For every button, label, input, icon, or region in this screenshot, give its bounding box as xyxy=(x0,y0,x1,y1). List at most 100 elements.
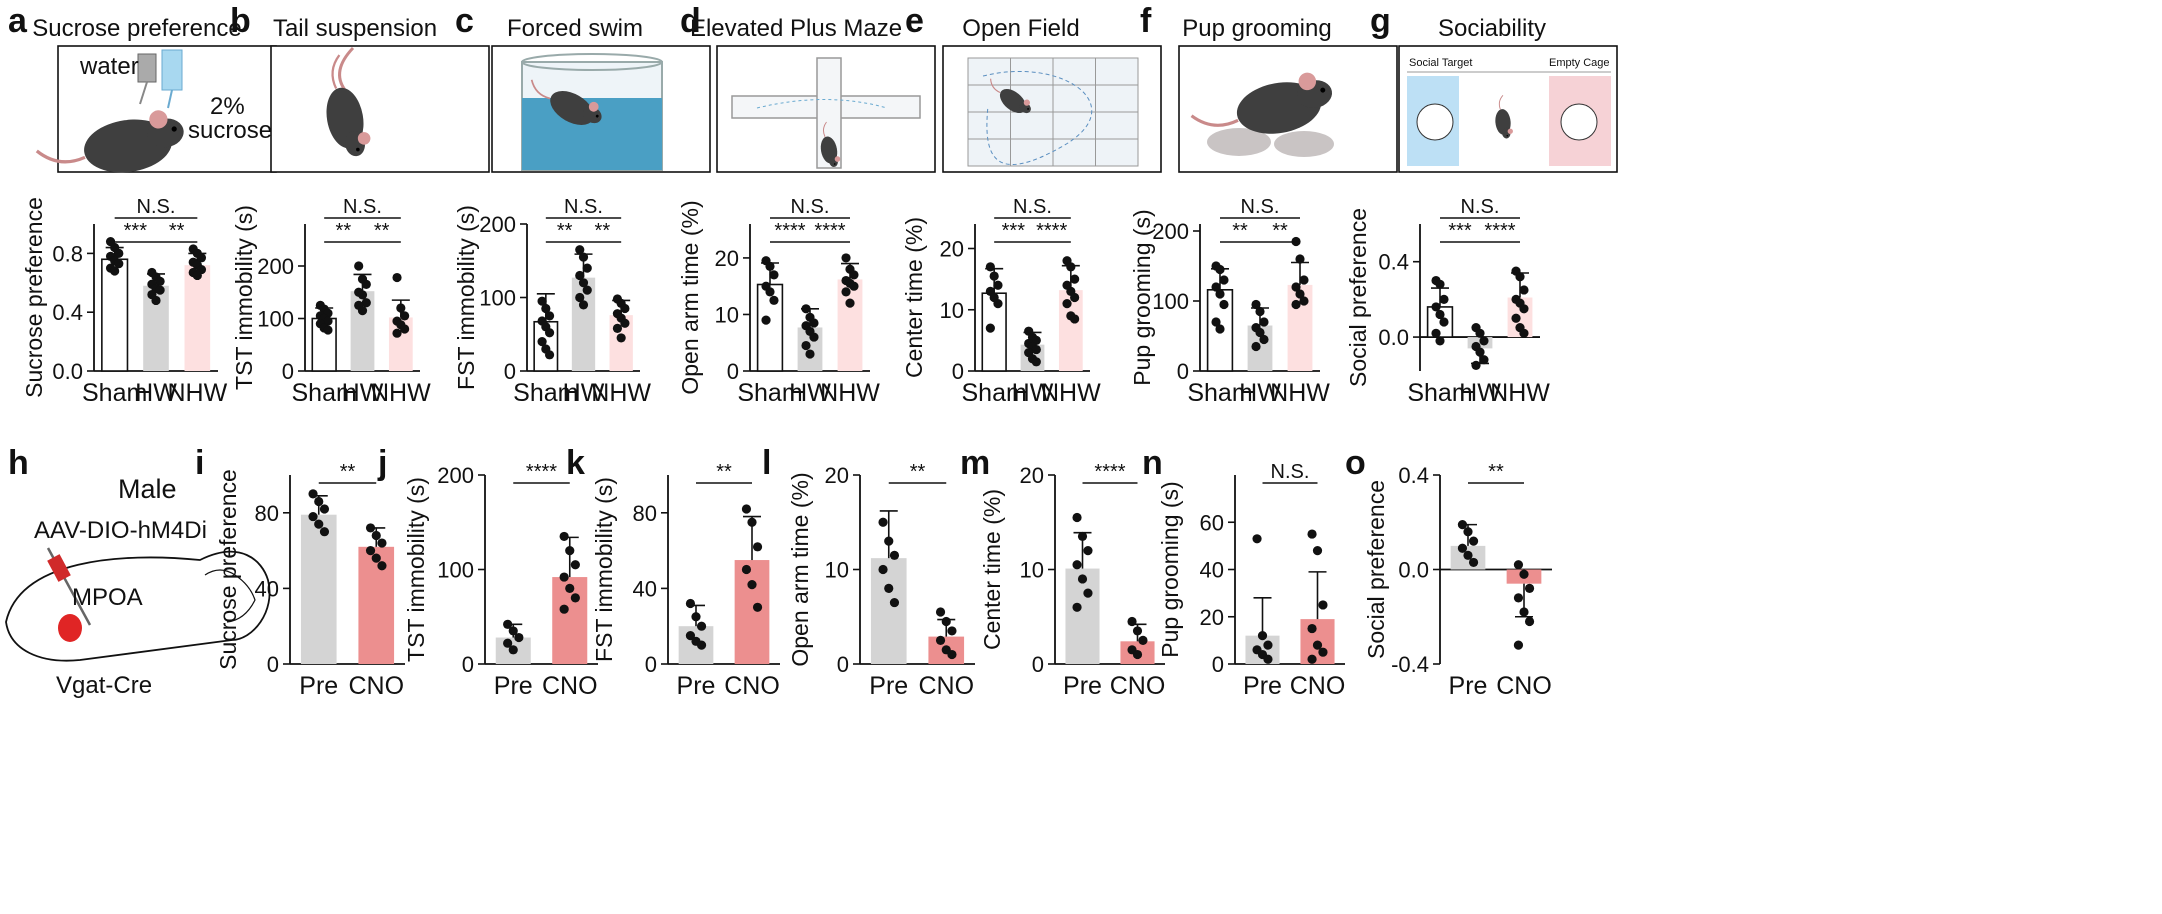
data-point xyxy=(570,560,580,570)
y-tick-label: 0.0 xyxy=(52,359,83,384)
significance-label: *** xyxy=(1448,220,1472,242)
data-point xyxy=(884,536,894,546)
tail-suspension-mouse-icon xyxy=(270,45,490,173)
pup-icon xyxy=(1207,128,1271,156)
data-point xyxy=(1524,583,1535,594)
y-tick-label: 0 xyxy=(267,652,279,677)
data-point xyxy=(1513,560,1524,570)
mouse-ear xyxy=(1298,72,1317,91)
track-icon xyxy=(756,99,888,109)
three-chamber-icon: Social Target Empty Cage xyxy=(1398,45,1618,173)
data-point xyxy=(765,287,775,297)
significance-label: ** xyxy=(340,461,356,483)
panel-title: Tail suspension xyxy=(273,15,437,42)
data-point xyxy=(889,597,900,608)
data-point xyxy=(365,546,376,556)
x-tick-label: NHW xyxy=(167,379,227,407)
data-point xyxy=(1263,654,1273,664)
significance-label: ** xyxy=(1272,220,1288,242)
data-point xyxy=(935,607,946,617)
y-tick-label: 0 xyxy=(727,359,739,384)
x-tick-label: Sham xyxy=(513,379,578,407)
chart-j: j 0 100 200 TST immobility (s) Pre CNO **** xyxy=(377,444,598,700)
data-point xyxy=(1511,313,1521,323)
mouse-eye xyxy=(1027,108,1029,110)
data-point xyxy=(1070,292,1080,303)
y-tick-label: 0 xyxy=(504,359,516,384)
y-tick-label: 100 xyxy=(257,307,294,332)
data-point xyxy=(989,271,999,281)
mouse-icon xyxy=(326,54,371,157)
data-point xyxy=(1468,557,1479,568)
data-point xyxy=(761,315,771,325)
illustration-label: sucrose xyxy=(188,117,272,144)
data-point xyxy=(544,350,555,360)
mouse-eye xyxy=(1320,87,1326,93)
data-point xyxy=(514,632,524,643)
mouse-eye xyxy=(595,114,599,118)
panel-c: c Forced swim xyxy=(455,2,711,173)
data-point xyxy=(1132,649,1143,660)
data-point xyxy=(1519,328,1529,338)
bar-pre xyxy=(1245,635,1280,664)
data-point xyxy=(985,323,995,333)
data-point xyxy=(308,511,318,522)
data-point xyxy=(1127,616,1137,627)
data-point xyxy=(841,287,851,297)
mouse-ear xyxy=(357,132,371,145)
y-axis-label: Sucrose preference xyxy=(21,197,47,398)
y-axis-label: Sucrose preference xyxy=(215,469,241,670)
data-point xyxy=(1457,520,1468,530)
data-point xyxy=(1475,328,1485,338)
data-point xyxy=(1307,654,1317,664)
data-point xyxy=(578,300,589,310)
y-axis-label: Pup grooming (s) xyxy=(1157,481,1183,657)
data-point xyxy=(1259,317,1269,327)
data-point xyxy=(696,640,707,650)
data-point xyxy=(747,580,757,590)
mouse-eye xyxy=(171,126,177,132)
mouse-eye xyxy=(1506,134,1509,137)
data-point xyxy=(1295,254,1305,264)
data-point xyxy=(1479,336,1489,346)
bar-hw xyxy=(350,291,375,371)
data-point xyxy=(1312,640,1323,650)
data-point xyxy=(559,604,569,614)
syringe-icon xyxy=(47,554,71,582)
significance-label: ** xyxy=(595,220,611,242)
data-point xyxy=(752,602,763,612)
y-tick-label: 20 xyxy=(1020,463,1044,488)
panel-label: c xyxy=(455,2,474,40)
mouse-ear xyxy=(1507,128,1513,134)
y-tick-label: 0 xyxy=(952,359,964,384)
open-field-arena-icon xyxy=(942,45,1162,173)
data-point xyxy=(620,303,630,314)
panel-label: k xyxy=(566,444,585,482)
bar-pre xyxy=(870,558,907,664)
x-tick-label: Pre xyxy=(1063,672,1102,700)
data-point xyxy=(1083,588,1093,598)
data-point xyxy=(365,523,376,533)
mouse-icon xyxy=(35,110,184,173)
cylinder-rim xyxy=(521,53,663,71)
illustration-label: 2% xyxy=(210,93,245,120)
panel-label: l xyxy=(762,444,771,482)
chart-i: i 0 40 80 Sucrose preference Pre CNO ** xyxy=(195,444,405,700)
data-point xyxy=(582,263,592,273)
data-point xyxy=(1515,272,1525,282)
y-tick-label: 10 xyxy=(1020,558,1044,583)
data-point xyxy=(1307,529,1317,539)
data-point xyxy=(1471,360,1481,370)
significance-label: N.S. xyxy=(137,196,176,218)
data-point xyxy=(849,270,859,280)
wire-cage-icon xyxy=(1560,103,1598,141)
significance-label: ** xyxy=(910,461,926,483)
y-tick-label: 10 xyxy=(825,558,849,583)
wire-cage-icon xyxy=(1416,103,1454,141)
x-tick-label: CNO xyxy=(918,672,974,700)
data-point xyxy=(1255,306,1265,317)
data-point xyxy=(1255,327,1265,338)
data-point xyxy=(314,496,324,507)
